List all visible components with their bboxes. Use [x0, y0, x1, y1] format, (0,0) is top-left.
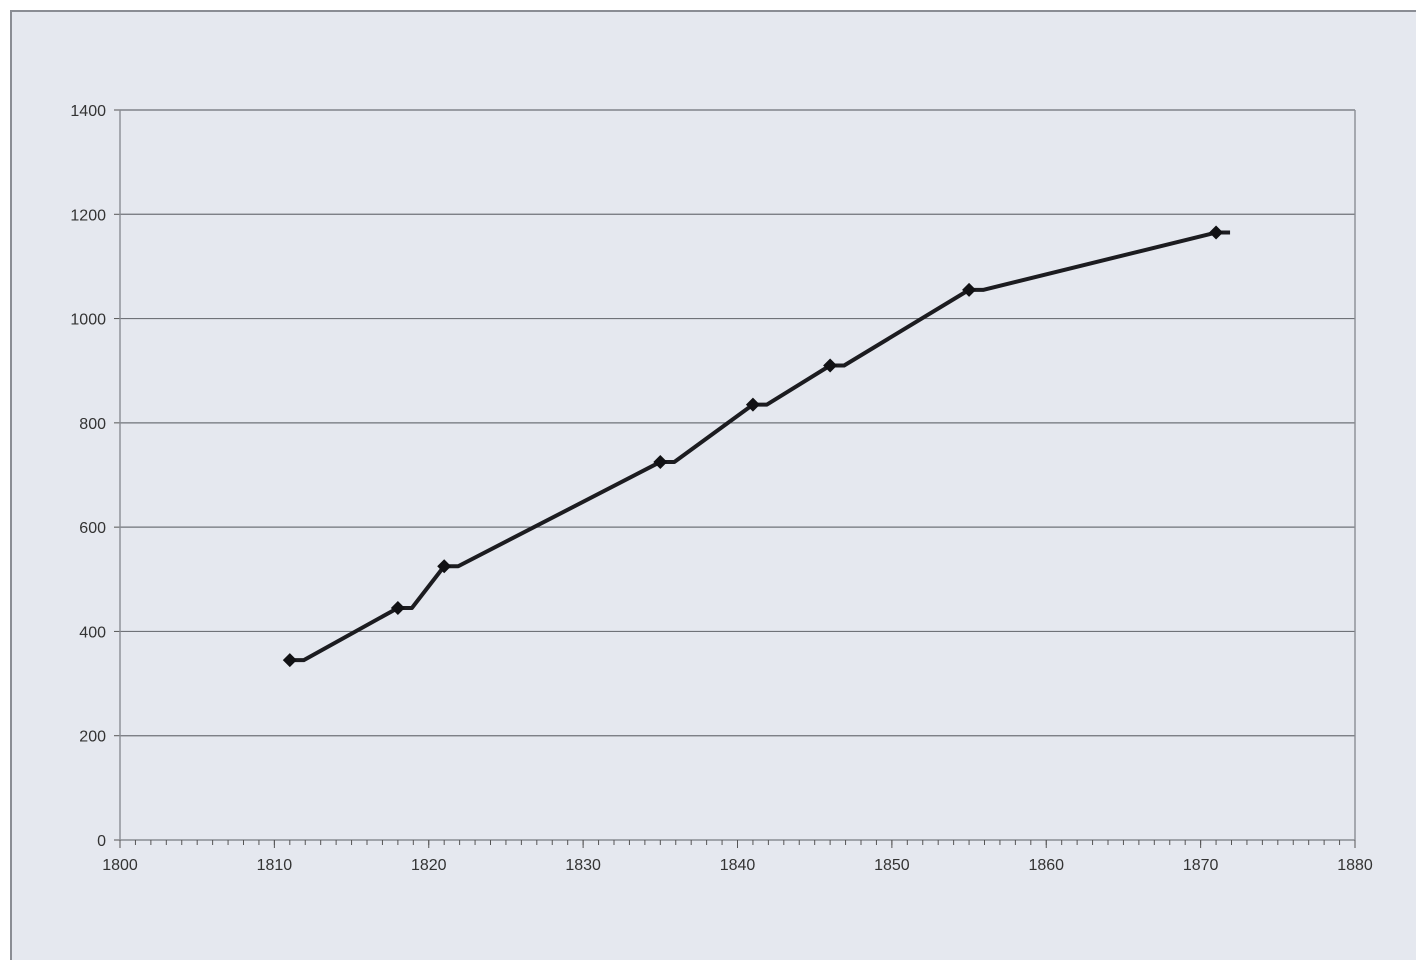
y-tick-label: 1200 — [70, 207, 106, 224]
data-point-marker — [823, 358, 838, 373]
x-tick-label: 1870 — [1183, 857, 1219, 874]
data-point-marker — [653, 454, 668, 469]
data-point-marker — [745, 397, 760, 412]
y-tick-label: 800 — [79, 416, 106, 433]
x-tick-label: 1830 — [565, 857, 601, 874]
chart-frame — [10, 10, 1416, 960]
y-tick-label: 1400 — [70, 103, 106, 120]
series-line — [289, 230, 1231, 663]
data-point-marker — [962, 282, 977, 297]
y-tick-label: 0 — [97, 833, 106, 850]
grid-layer — [120, 109, 1355, 737]
x-tick-label: 1800 — [102, 857, 138, 874]
y-tick-label: 400 — [79, 624, 106, 641]
x-tick-labels: 1800 1810 1820 1830 1840 1850 1860 1870 1880 — [102, 857, 1373, 874]
y-tick-labels: 0 200 400 600 800 1000 1200 1400 — [70, 103, 106, 850]
x-tick-label: 1850 — [874, 857, 910, 874]
y-tick-label: 600 — [79, 520, 106, 537]
data-point-marker — [282, 653, 297, 668]
series-layer — [282, 225, 1231, 668]
y-tick-label: 200 — [79, 729, 106, 746]
data-point-marker — [437, 559, 452, 574]
x-tick-label: 1840 — [720, 857, 756, 874]
y-tick-label: 1000 — [70, 312, 106, 329]
x-tick-label: 1820 — [411, 857, 447, 874]
axis-layer — [114, 109, 1356, 848]
x-tick-label: 1880 — [1337, 857, 1373, 874]
data-point-marker — [1209, 225, 1224, 240]
data-point-marker — [390, 600, 405, 615]
x-tick-label: 1860 — [1028, 857, 1064, 874]
x-tick-label: 1810 — [257, 857, 293, 874]
